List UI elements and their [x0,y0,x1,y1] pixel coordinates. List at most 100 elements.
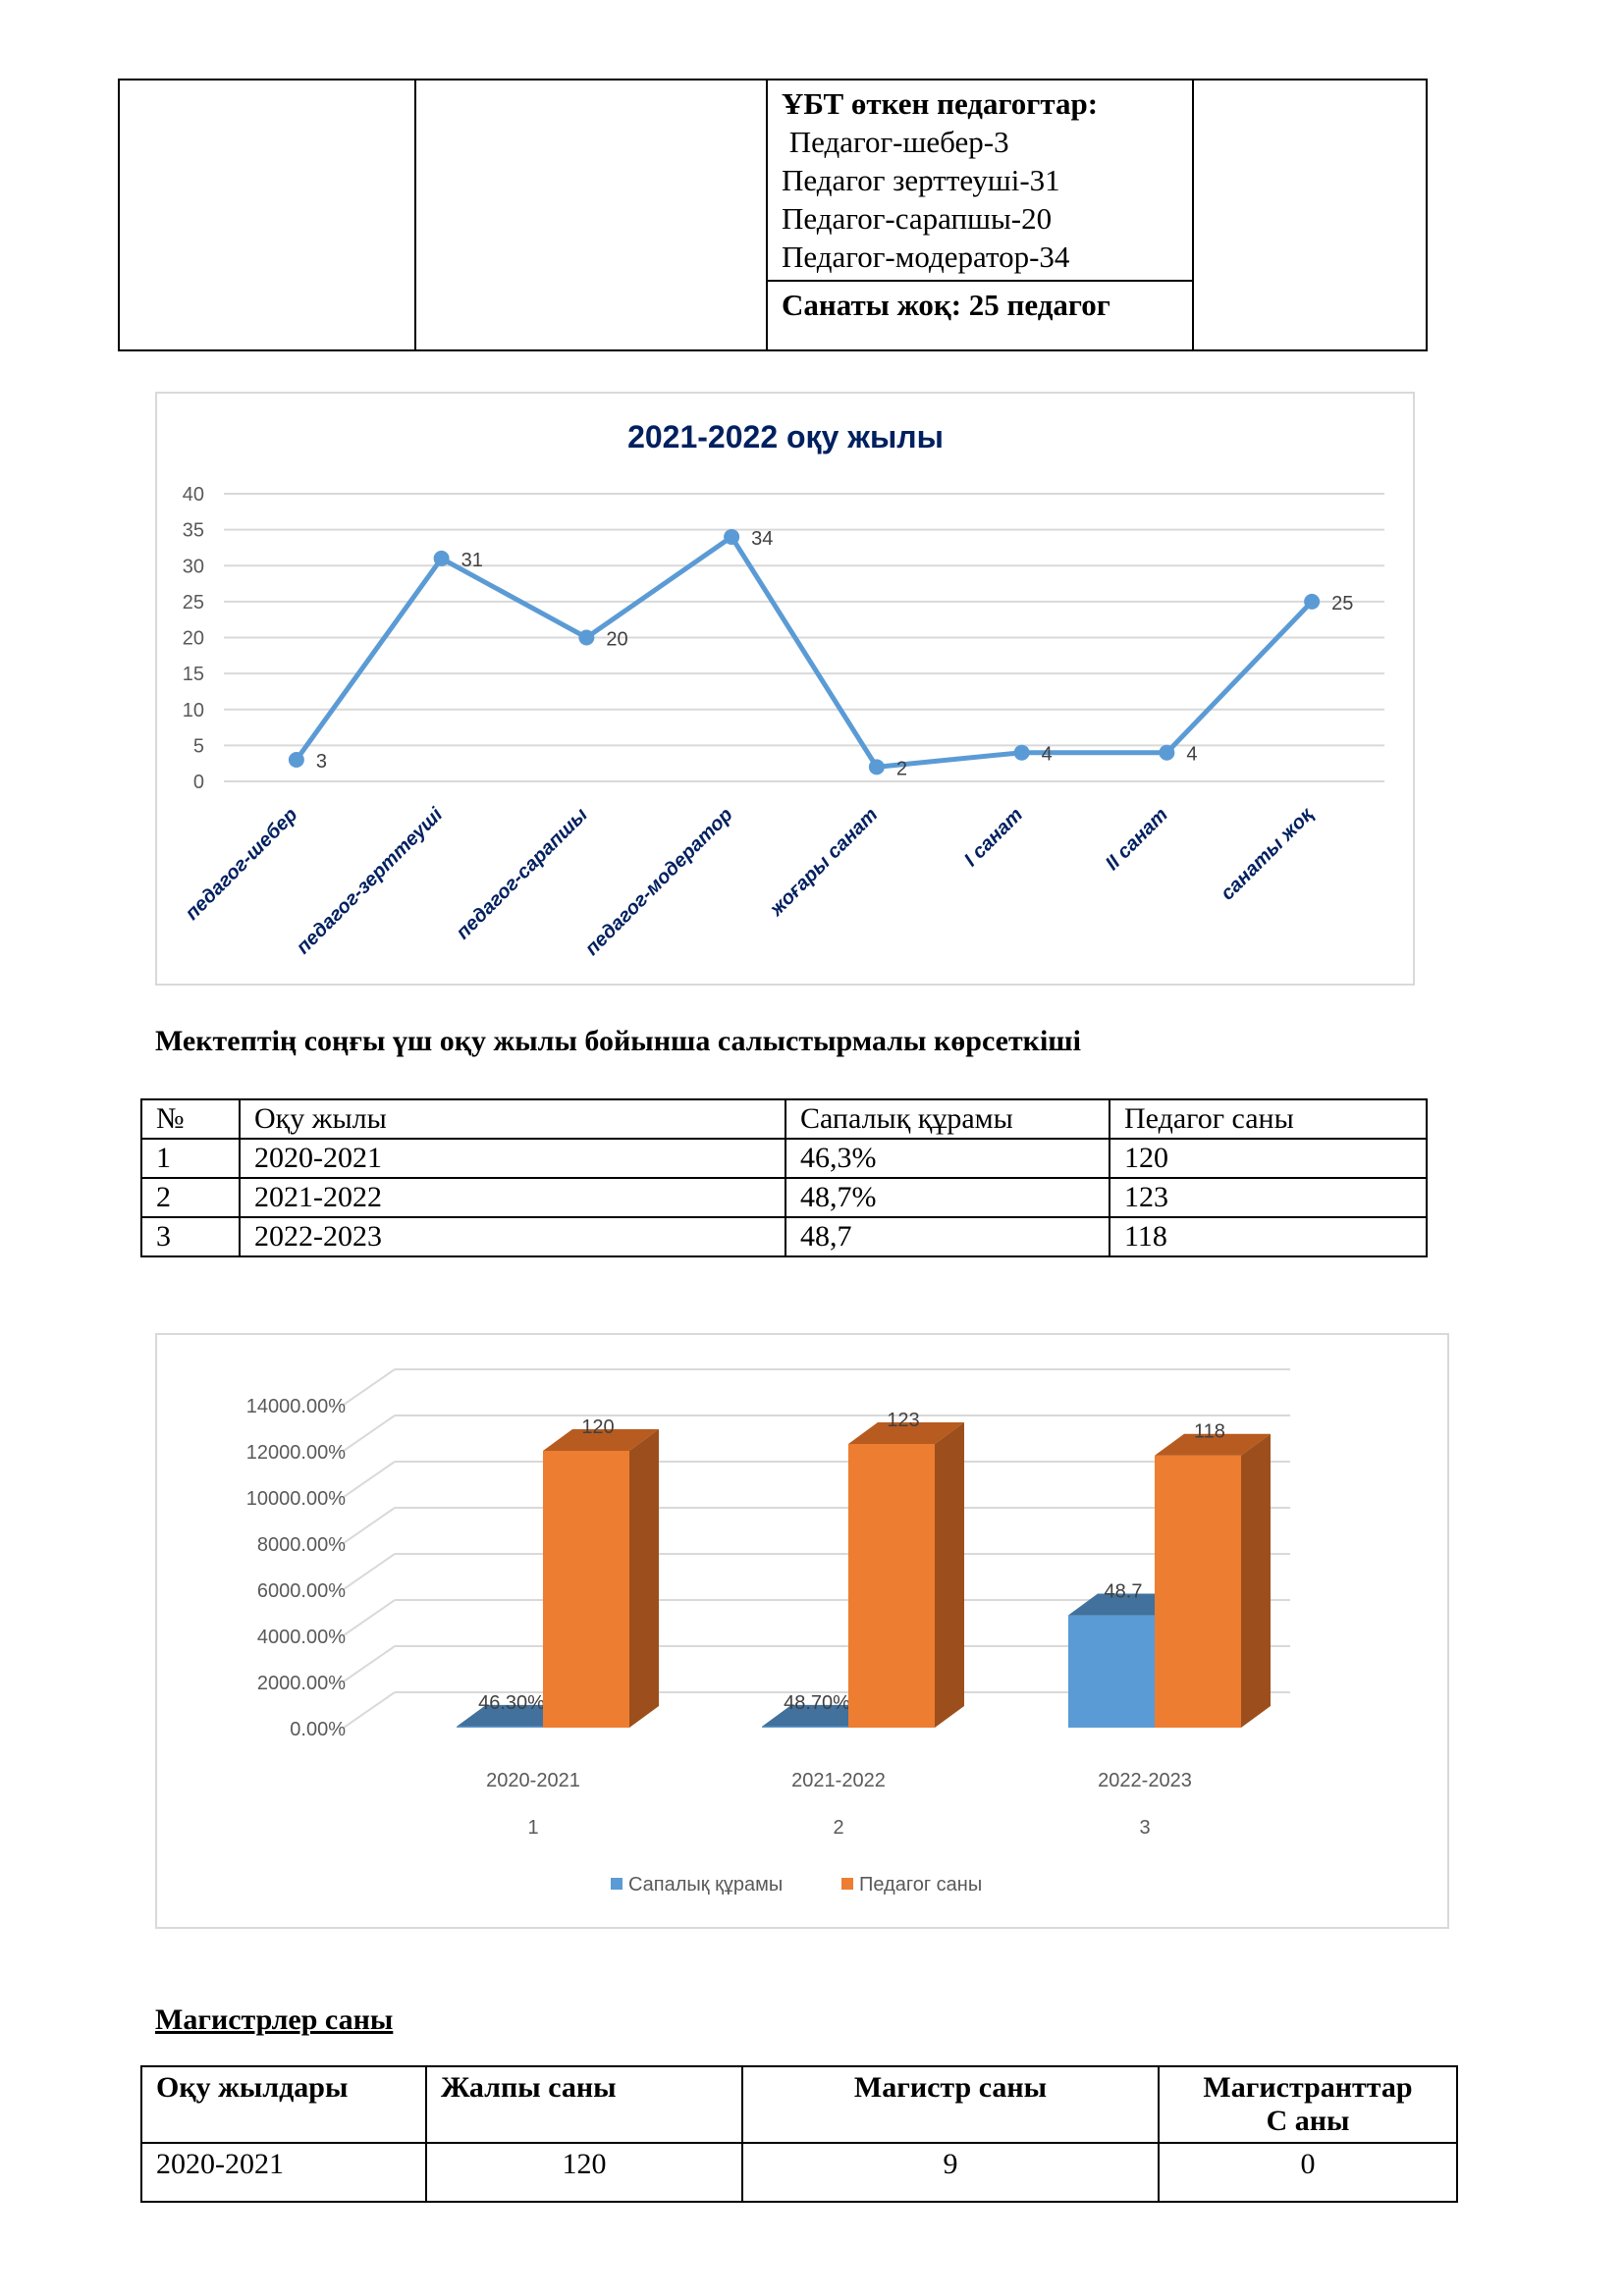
bar-quality-front [762,1726,848,1728]
bar-teachers-front [1155,1455,1241,1728]
y-tick-label: 10 [183,700,204,721]
x-tick-label: I санат [960,804,1027,871]
x-tick-label: педагог-сарапшы [452,804,591,943]
passed-heading: ҰБТ өткен педагогтар: [782,86,1099,121]
table-row: 2 2021-2022 48,7% 123 [140,1177,1428,1218]
x-tick-label: педагог-зерттеуші [293,804,448,959]
legend-swatch [611,1878,623,1890]
header-cell: Оқу жылы [239,1098,786,1140]
x-tick-label: II санат [1102,804,1172,875]
cell: 48,7% [785,1177,1110,1218]
header-cell: Магистранттар С аны [1158,2065,1458,2144]
gridline-depth [343,1691,396,1729]
bar-chart-3d: 0.00% 2000.00% 4000.00% 6000.00% 8000.00% 100… [155,1333,1449,1929]
x-tick-label: 2020-2021 [486,1770,580,1791]
cell: 2021-2022 [239,1177,786,1218]
category-line: Педагог-шебер-3 [782,125,1009,159]
data-label: 4 [1186,744,1197,766]
y-tick-label: 14000.00% [246,1396,346,1417]
header-cell: Жалпы саны [425,2065,743,2144]
header-line: С аны [1266,2105,1350,2137]
line-chart: 2021-2022 оқу жылы 0 5 10 15 20 25 30 35 40 3 педа… [155,392,1415,986]
cell: 2020-2021 [140,2142,427,2203]
y-tick-label: 30 [183,556,204,577]
gridline-depth [343,1507,396,1544]
bar-teachers-side [1241,1433,1271,1728]
data-point [433,550,450,566]
cell: 120 [1109,1138,1428,1179]
cell: 1 [140,1138,241,1179]
gridline-depth [343,1368,396,1406]
cell: 120 [425,2142,743,2203]
empty-cell [118,79,416,351]
no-category-text: Санаты жоқ: 25 педагог [782,288,1110,322]
gridline-depth [343,1553,396,1590]
y-tick-label: 15 [183,664,204,685]
empty-cell [414,79,768,351]
passed-teachers-cell: ҰБТ өткен педагогтар: Педагог-шебер-3 Пе… [766,79,1194,282]
masters-table: Оқу жылдары Жалпы саны Магистр саны Маги… [140,2065,1458,2203]
x-tick-label: 2021-2022 [791,1770,886,1791]
y-tick-label: 8000.00% [257,1534,346,1556]
x-tick-label: педагог-модератор [581,804,737,960]
bar-teachers-front [848,1443,935,1728]
cell: 123 [1109,1177,1428,1218]
cell: 118 [1109,1216,1428,1257]
data-label: 3 [316,751,327,773]
data-label: 20 [606,629,627,651]
category-line: Педагог-сарапшы-20 [782,201,1053,236]
x-tick-label: педагог-шебер [182,804,302,925]
bar-chart-svg: 0.00% 2000.00% 4000.00% 6000.00% 8000.00% 100… [246,1368,1290,1896]
cell: 3 [140,1216,241,1257]
table-row: 2020-2021 120 9 0 [140,2142,1458,2203]
y-tick-label: 0 [193,772,204,793]
x-index-label: 1 [527,1817,538,1839]
x-tick-label: 2022-2023 [1098,1770,1192,1791]
legend-label: Сапалық құрамы [628,1874,783,1896]
cell: 0 [1158,2142,1458,2203]
cell: 46,3% [785,1138,1110,1179]
data-point [1159,744,1175,761]
masters-heading: Магистрлер саны [155,2003,394,2036]
data-point [1304,593,1321,610]
bar-teachers-side [629,1429,659,1728]
line-chart-svg: 2021-2022 оқу жылы 0 5 10 15 20 25 30 35 40 3 педа… [182,419,1384,960]
y-tick-label: 5 [193,735,204,757]
header-cell: Сапалық құрамы [785,1098,1110,1140]
no-category-cell: Санаты жоқ: 25 педагог [766,280,1194,351]
data-label: 34 [751,528,773,550]
header-line: Магистранттар [1203,2071,1413,2104]
header-cell: Педагог саны [1109,1098,1428,1140]
gridline-depth [343,1461,396,1498]
table-header-row: Оқу жылдары Жалпы саны Магистр саны Маги… [140,2065,1458,2144]
table-row: 3 2022-2023 48,7 118 [140,1216,1428,1257]
header-cell: Оқу жылдары [140,2065,427,2144]
y-tick-label: 0.00% [290,1719,346,1740]
gridline-depth [343,1599,396,1636]
data-label: 4 [1042,744,1053,766]
data-label: 48.7 [1105,1581,1143,1603]
y-tick-label: 20 [183,628,204,650]
x-tick-label: жоғары санат [765,804,882,921]
y-tick-label: 35 [183,520,204,542]
legend-label: Педагог саны [859,1874,982,1896]
category-line: Педагог-модератор-34 [782,240,1070,274]
y-tick-label: 6000.00% [257,1580,346,1602]
data-label: 2 [896,758,907,779]
empty-cell [1192,79,1428,351]
x-tick-label: санаты жоқ [1217,803,1318,904]
chart-title: 2021-2022 оқу жылы [627,419,944,454]
cell: 48,7 [785,1216,1110,1257]
data-label: 118 [1194,1421,1225,1443]
bar-teachers-top [848,1421,964,1444]
cell: 2 [140,1177,241,1218]
data-label: 25 [1331,593,1353,614]
x-index-label: 3 [1139,1817,1150,1839]
data-label: 46.30% [478,1692,545,1714]
cell: 2020-2021 [239,1138,786,1179]
data-label: 31 [461,550,483,571]
data-label: 48.70% [784,1692,850,1714]
bar-quality-front [1068,1615,1155,1728]
data-point [868,759,885,775]
